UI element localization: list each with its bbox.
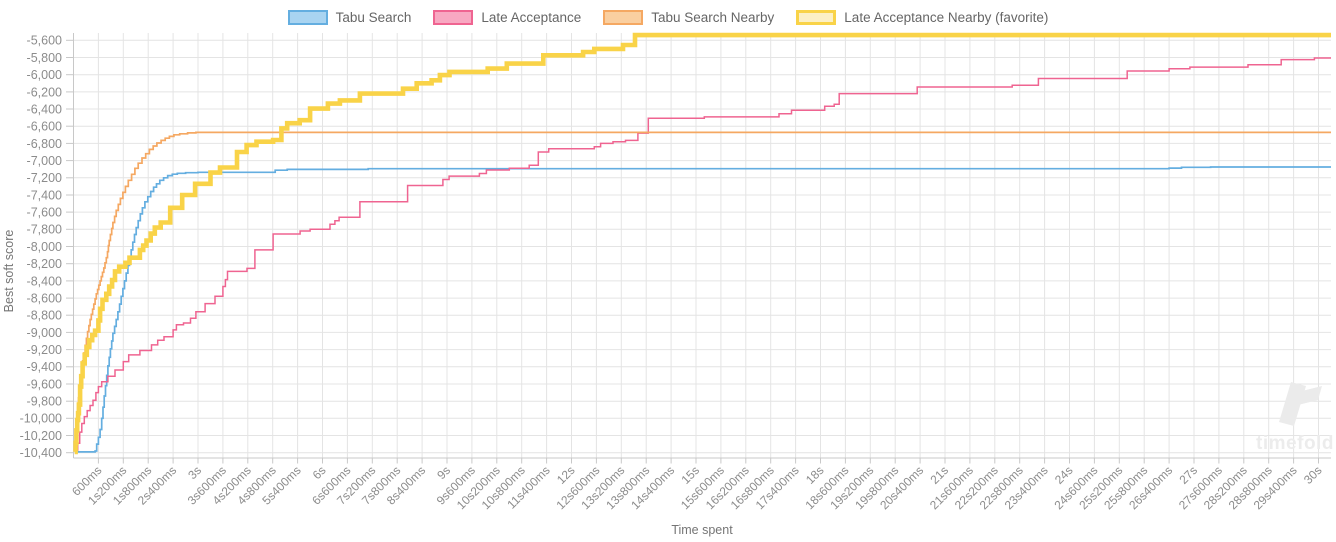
legend-label: Tabu Search Nearby	[651, 9, 775, 25]
y-tick-label: -8,000	[27, 240, 62, 254]
y-tick-label: -6,000	[27, 68, 62, 82]
y-tick-label: -9,600	[27, 377, 62, 391]
legend-item-tabu-search[interactable]: Tabu Search	[287, 9, 412, 25]
x-tick-label: 30s	[1301, 463, 1325, 487]
y-tick-label: -8,800	[27, 309, 62, 323]
legend-swatch-late-acceptance	[433, 9, 474, 25]
axes	[66, 33, 1331, 464]
legend-label: Tabu Search	[335, 9, 412, 25]
legend-label: Late Acceptance	[481, 9, 582, 25]
legend-item-late-acceptance-nearby-favorite[interactable]: Late Acceptance Nearby (favorite)	[796, 9, 1049, 25]
y-tick-label: -6,400	[27, 102, 62, 116]
y-tick-label: -8,200	[27, 257, 62, 271]
y-tick-label: -10,400	[20, 446, 62, 460]
y-tick-label: -9,000	[27, 326, 62, 340]
series-line-late-acceptance	[76, 57, 1331, 451]
legend-label: Late Acceptance Nearby (favorite)	[844, 9, 1049, 25]
y-axis-title: Best soft score	[2, 229, 16, 313]
y-tick-label: -7,400	[27, 188, 62, 202]
y-tick-label: -9,800	[27, 395, 62, 409]
y-tick-label: -8,600	[27, 291, 62, 305]
series-lines	[73, 32, 1331, 455]
y-tick-label: -6,200	[27, 85, 62, 99]
y-tick-label: -10,200	[20, 429, 62, 443]
y-tick-label: -7,600	[27, 205, 62, 219]
y-tick-label: -5,800	[27, 51, 62, 65]
grid-lines	[73, 33, 1331, 458]
legend-swatch-tabu-search-nearby	[603, 9, 644, 25]
y-axis-tick-labels: -5,600 -5,800 -6,000 -6,200 -6,400 -6,600 -6,8…	[20, 34, 62, 460]
x-tick-label: 3s	[185, 463, 204, 482]
y-tick-label: -7,800	[27, 223, 62, 237]
y-tick-label: -8,400	[27, 274, 62, 288]
legend-swatch-tabu-search	[287, 9, 328, 25]
series-line-tabu-search-nearby	[74, 131, 1331, 452]
y-tick-label: -6,800	[27, 137, 62, 151]
y-tick-label: -7,000	[27, 154, 62, 168]
legend-swatch-late-acceptance-nearby-favorite	[796, 9, 837, 25]
y-tick-label: -9,200	[27, 343, 62, 357]
x-tick-label: 6s	[310, 463, 329, 482]
chart-legend: Tabu Search Late Acceptance Tabu Search Ne…	[0, 7, 1336, 27]
y-tick-label: -6,600	[27, 120, 62, 134]
series-line-late-acceptance-nearby-favorite	[73, 32, 1331, 455]
x-tick-label: 9s	[434, 463, 453, 482]
series-line-tabu-search	[77, 166, 1331, 453]
y-tick-label: -9,400	[27, 360, 62, 374]
y-tick-label: -10,000	[20, 412, 62, 426]
x-axis-title: Time spent	[671, 523, 733, 537]
y-tick-label: -5,600	[27, 34, 62, 48]
legend-item-late-acceptance[interactable]: Late Acceptance	[433, 9, 582, 25]
y-tick-label: -7,200	[27, 171, 62, 185]
legend-item-tabu-search-nearby[interactable]: Tabu Search Nearby	[603, 9, 775, 25]
